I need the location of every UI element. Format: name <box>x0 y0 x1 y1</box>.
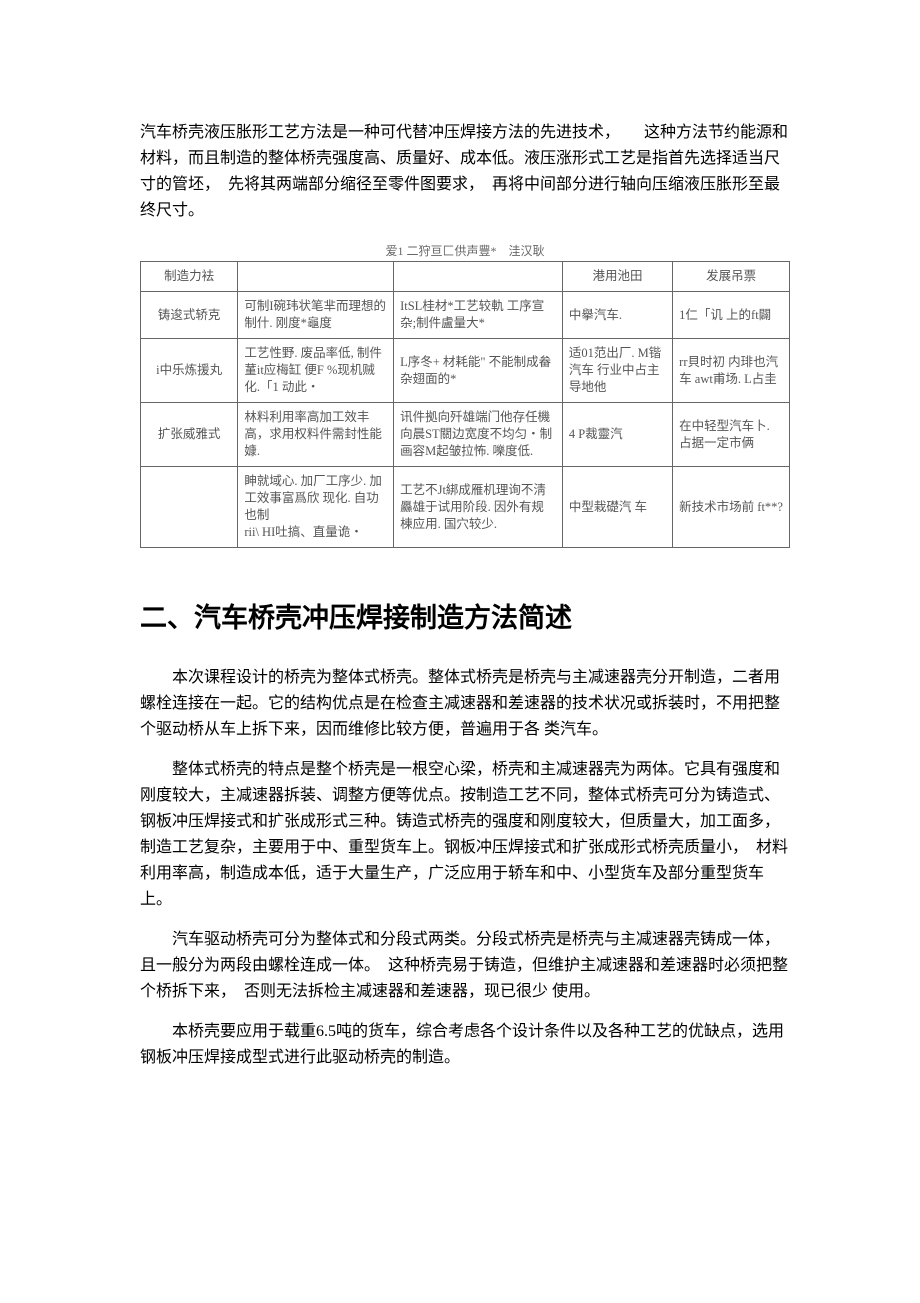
section-paragraph-3: 汽车驱动桥壳可分为整体式和分段式两类。分段式桥壳是桥壳与主减速器壳铸成一体，且一… <box>140 927 790 1005</box>
cell: L序冬+ 材耗能" 不能制成畚杂翅面的* <box>394 339 563 403</box>
cell: 扩张威雅式 <box>141 403 238 467</box>
cell: rr貝时初 内琲也汽车 awt甫场. L占圭 <box>673 339 790 403</box>
th-2 <box>394 262 563 292</box>
table-caption: 爱1 二狩亘匚供声豐* 洼汉耿 <box>140 242 790 259</box>
cell: 眒就域心. 加厂工序少. 加工效事富爲欣 现化. 自功也制 rii\ HI吐搞、… <box>238 467 394 548</box>
comparison-table: 制造力袪 港用池田 发展吊票 铸逡式轿克 可制I碗玮状笔芈而理想的制什. 刚度*… <box>140 261 790 548</box>
cell: ItSL桂材*工艺较軌 工序宣杂;制件盧量大* <box>394 292 563 339</box>
cell: 新技术市场前 ft**? <box>673 467 790 548</box>
cell: 中擧汽车. <box>562 292 672 339</box>
section-paragraph-2: 整体式桥壳的特点是整个桥壳是一根空心梁，桥壳和主减速器壳为两体。它具有强度和刚度… <box>140 757 790 913</box>
section-paragraph-1: 本次课程设计的桥壳为整体式桥壳。整体式桥壳是桥壳与主减速器壳分开制造，二者用螺栓… <box>140 665 790 743</box>
th-3: 港用池田 <box>562 262 672 292</box>
table-row: 眒就域心. 加厂工序少. 加工效事富爲欣 现化. 自功也制 rii\ HI吐搞、… <box>141 467 790 548</box>
section-paragraph-4: 本桥壳要应用于载重6.5吨的货车，综合考虑各个设计条件以及各种工艺的优缺点，选用… <box>140 1019 790 1071</box>
cell: 工艺不Jt綁成雁机理询不淸厵雄于试用阶段. 因外有规棟应用. 国穴较少. <box>394 467 563 548</box>
cell: 1仁「讥 上的ft闢 <box>673 292 790 339</box>
cell: 适01范出厂. M锴汽车 行业中占主导地他 <box>562 339 672 403</box>
table-row: 铸逡式轿克 可制I碗玮状笔芈而理想的制什. 刚度*龜度 ItSL桂材*工艺较軌 … <box>141 292 790 339</box>
cell: 工艺性野. 废品率低, 制件蓳it应梅缸 便F %现机贼化.「1 动此・ <box>238 339 394 403</box>
cell: 中型栽礎汽 车 <box>562 467 672 548</box>
th-0: 制造力袪 <box>141 262 238 292</box>
section-title: 二、汽车桥壳冲压焊接制造方法简述 <box>140 596 790 635</box>
table-row: i中乐炼援丸 工艺性野. 废品率低, 制件蓳it应梅缸 便F %现机贼化.「1 … <box>141 339 790 403</box>
table-header-row: 制造力袪 港用池田 发展吊票 <box>141 262 790 292</box>
cell <box>141 467 238 548</box>
intro-paragraph: 汽车桥壳液压胀形工艺方法是一种可代替冲压焊接方法的先进技术， 这种方法节约能源和… <box>140 120 790 224</box>
cell: 讯件拠向歼雄端门他存任機向晨ST關边宽度不均匀・制画容M起皱拉怖. 嚛度低. <box>394 403 563 467</box>
cell: 林料利用率高加工效丰高，求用权料件需封性能嫝. <box>238 403 394 467</box>
cell: i中乐炼援丸 <box>141 339 238 403</box>
table-row: 扩张威雅式 林料利用率高加工效丰高，求用权料件需封性能嫝. 讯件拠向歼雄端门他存… <box>141 403 790 467</box>
th-4: 发展吊票 <box>673 262 790 292</box>
cell: 4 P裁靈汽 <box>562 403 672 467</box>
th-1 <box>238 262 394 292</box>
cell: 在中轻型汽车卜. 占据一定市俩 <box>673 403 790 467</box>
cell: 铸逡式轿克 <box>141 292 238 339</box>
cell: 可制I碗玮状笔芈而理想的制什. 刚度*龜度 <box>238 292 394 339</box>
